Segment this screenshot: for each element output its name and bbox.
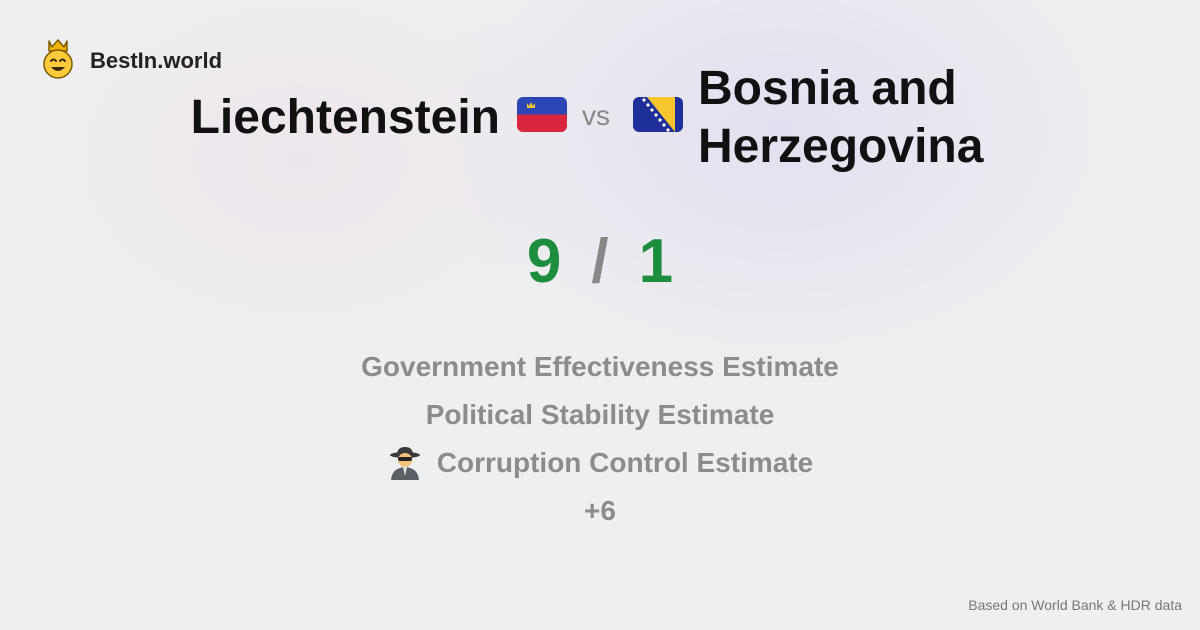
liechtenstein-flag-icon xyxy=(517,97,567,132)
brand-name: BestIn.world xyxy=(90,47,223,73)
right-country-name[interactable]: Bosnia and Herzegovina xyxy=(698,62,984,173)
metric-item[interactable]: Political Stability Estimate xyxy=(0,391,1200,439)
right-score: 1 xyxy=(638,227,674,296)
score-row: 9 / 1 xyxy=(0,222,1200,302)
metric-label: Government Effectiveness Estimate xyxy=(361,351,839,382)
data-source-note: Based on World Bank & HDR data xyxy=(968,597,1182,613)
score-separator: / xyxy=(591,227,609,296)
brand[interactable]: BestIn.world xyxy=(40,37,222,84)
metric-label: Corruption Control Estimate xyxy=(436,447,814,478)
metric-item[interactable]: Government Effectiveness Estimate xyxy=(0,343,1200,391)
spy-icon xyxy=(387,446,423,480)
left-score: 9 xyxy=(526,227,562,296)
crown-smiley-icon xyxy=(40,37,76,84)
bosnia-flag-icon xyxy=(633,97,683,132)
metrics-list: Government Effectiveness Estimate Politi… xyxy=(0,343,1200,535)
left-country-name[interactable]: Liechtenstein xyxy=(190,91,500,144)
metric-label: Political Stability Estimate xyxy=(425,399,775,430)
metric-item[interactable]: Corruption Control Estimate xyxy=(0,439,1200,487)
vs-label: vs xyxy=(582,100,610,131)
more-metrics-count[interactable]: +6 xyxy=(584,495,616,526)
